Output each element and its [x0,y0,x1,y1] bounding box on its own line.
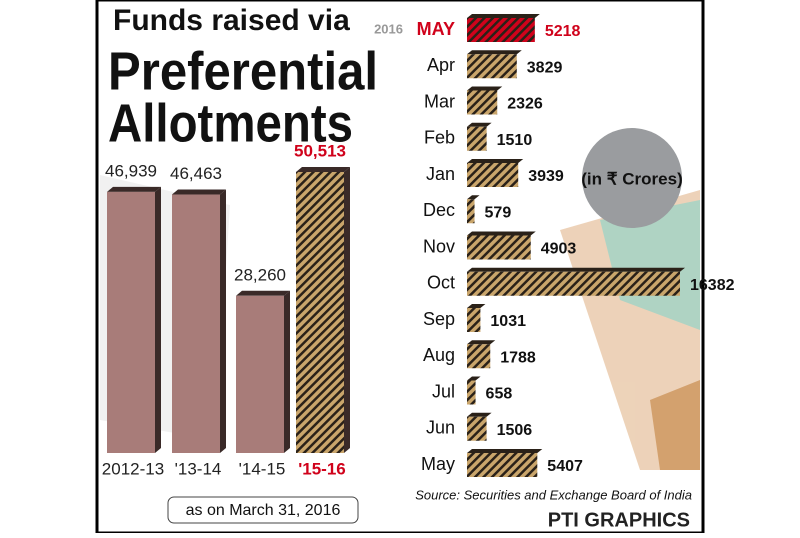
value-label: 5218 [545,23,581,40]
bar-top [236,290,290,296]
y-tick-label: Feb [424,128,455,148]
value-label: 3939 [528,168,564,185]
annotation: as on March 31, 2016 [186,502,341,519]
value-label: 4903 [541,241,577,258]
value-label: 46,939 [105,161,157,180]
bar [467,380,476,405]
bar-top [467,304,486,308]
y-tick-label: Apr [427,55,455,75]
bar-top [467,376,481,381]
bar-top [467,267,685,272]
bar-side [220,189,226,453]
y-tick-label: Jan [426,164,455,184]
bar-top [467,340,496,345]
bar [467,199,475,224]
bar-top [467,231,536,236]
bar-top [467,50,522,55]
bar [296,172,344,453]
bar [467,54,517,79]
value-label: 579 [485,204,512,221]
bar [107,191,155,453]
credit: PTI GRAPHICS [548,509,690,531]
bar-top [467,122,492,127]
bar-top [172,189,226,195]
y-tick-label: Aug [423,345,455,365]
bar-top [467,14,540,18]
bar-side [284,290,290,453]
bar-top [467,86,503,91]
bar-top [467,195,480,200]
value-label: 2326 [507,96,543,113]
title-line: Preferential [108,41,378,101]
bar [236,295,284,453]
unit-badge [582,128,682,228]
bar [467,308,481,332]
value-label: 1506 [497,422,533,439]
value-label: 1510 [497,132,533,149]
y-tick-label: Jun [426,418,455,438]
value-label: 50,513 [294,141,346,160]
y-tick-label: MAY [417,19,455,39]
y-tick-label: Mar [424,91,455,111]
bar-top [467,159,524,163]
bar [467,126,487,151]
bar-side [155,186,161,453]
y-tick-label: Jul [432,381,455,401]
bar [467,453,538,477]
x-tick-label: '13-14 [175,459,222,478]
value-label: 16382 [690,277,735,294]
title-line: Allotments [108,93,353,153]
y-tick-label: Sep [423,309,455,329]
y-tick-label: Dec [423,200,455,220]
title-line: Funds raised via [113,4,350,37]
bar-side [344,167,350,453]
bar [467,18,535,42]
x-tick-label: 2012-13 [102,459,164,478]
value-label: 3829 [527,59,563,76]
value-label: 1031 [490,313,526,330]
x-tick-label: '15-16 [298,459,346,478]
y-tick-label: Nov [423,236,455,256]
source: Source: Securities and Exchange Board of… [415,487,692,502]
bar [467,344,491,369]
value-label: 28,260 [234,265,286,284]
bar-top [467,412,492,417]
bar-top [296,167,350,172]
value-label: 46,463 [170,164,222,183]
year-label: 2016 [374,21,403,36]
value-label: 658 [486,386,513,403]
bar [467,271,680,296]
y-tick-label: May [421,454,455,474]
bar [467,235,531,260]
bar [467,416,487,441]
y-tick-label: Oct [427,273,455,293]
value-label: 5407 [547,458,583,475]
unit-note: (in ₹ Crores) [581,169,683,188]
annotation-box [167,496,359,524]
bar-top [107,186,161,192]
bar [172,194,220,453]
bar [467,90,498,115]
bar-top [467,449,543,453]
x-tick-label: '14-15 [239,459,286,478]
value-label: 1788 [500,349,536,366]
bar [467,163,519,187]
